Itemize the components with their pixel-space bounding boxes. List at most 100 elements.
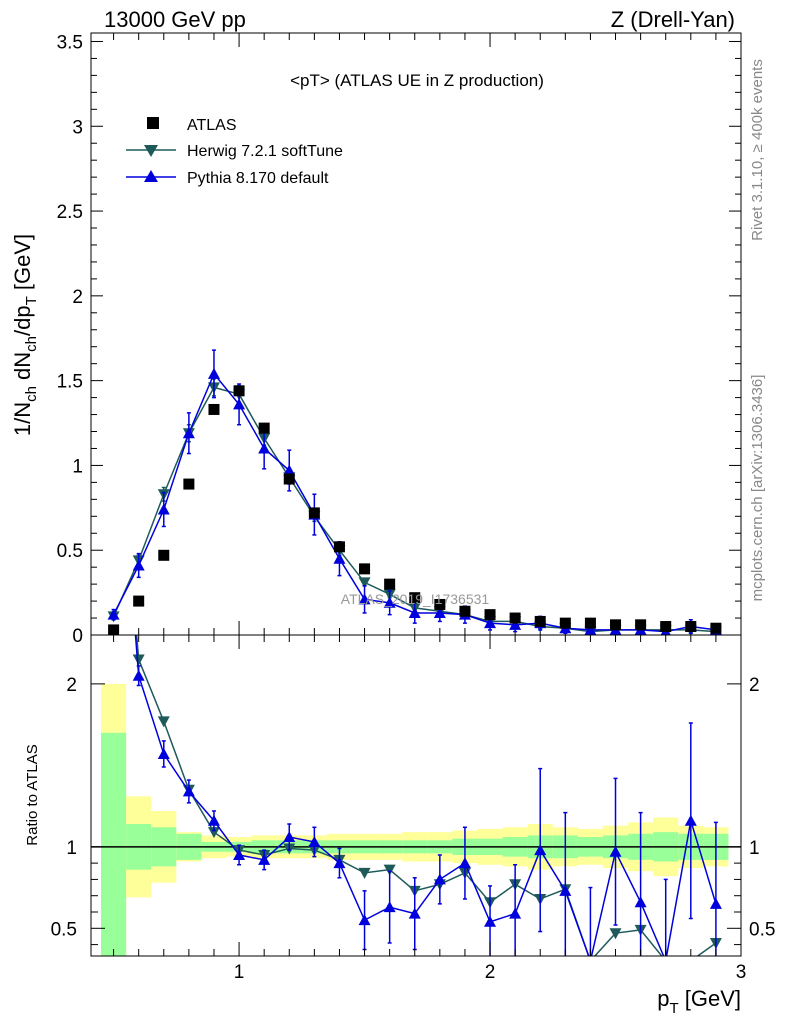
x-tick-label: 2	[485, 962, 496, 983]
atlas-data-point	[108, 624, 120, 635]
main-y-axis-label: 1/Nch dNch/dpT [GeV]	[10, 234, 40, 436]
ratio-y-tick-label-right: 1	[749, 838, 760, 859]
ratio-panel: 0.5 0.5 1 1 2 2 1 2 3	[51, 634, 775, 983]
ratio-herwig-point	[207, 827, 220, 839]
pythia-point	[433, 606, 446, 618]
ratio-herwig-point	[609, 928, 622, 940]
ratio-y-tick-label: 1	[66, 838, 77, 859]
ratio-pythia-point	[233, 848, 246, 860]
atlas-data-point	[308, 507, 320, 519]
ratio-pythia-point	[509, 907, 522, 919]
x-tick-label: 1	[234, 962, 245, 983]
ratio-pythia-point	[283, 831, 296, 843]
ratio-pythia-point	[258, 853, 271, 865]
main-y-tick-label: 0.5	[57, 541, 83, 562]
main-title: <pT> (ATLAS UE in Z production)	[290, 71, 544, 90]
atlas-data-point	[158, 549, 170, 561]
pythia-point	[509, 618, 522, 630]
pythia-point	[132, 559, 145, 571]
analysis-watermark: ATLAS_2019_I1736531	[341, 591, 490, 607]
main-y-tick-label: 3.5	[57, 32, 83, 53]
mcplots-reference-text: mcplots.cern.ch [arXiv:1306.3436]	[749, 375, 766, 602]
legend-atlas-marker	[147, 117, 159, 129]
pythia-point	[358, 593, 371, 605]
ratio-herwig-point	[358, 867, 371, 879]
ratio-pythia-point	[709, 897, 722, 909]
legend: ATLAS Herwig 7.2.1 softTune Pythia 8.170…	[126, 117, 343, 187]
atlas-data-point	[359, 563, 371, 575]
pythia-point	[484, 617, 497, 629]
atlas-data-point	[258, 422, 270, 434]
legend-pythia-marker	[144, 170, 158, 182]
main-y-tick-label: 1.5	[57, 372, 83, 393]
x-tick-label: 3	[736, 962, 747, 983]
atlas-data-point	[233, 385, 245, 397]
ratio-pythia-point	[408, 907, 421, 919]
rivet-version-text: Rivet 3.1.10, ≥ 400k events	[749, 59, 766, 241]
atlas-data-point	[133, 595, 145, 607]
legend-pythia-label: Pythia 8.170 default	[187, 170, 329, 187]
main-y-tick-label: 2	[72, 287, 83, 308]
legend-herwig-label: Herwig 7.2.1 softTune	[187, 143, 343, 160]
ratio-pythia-point	[534, 844, 547, 856]
ratio-pythia-point	[684, 814, 697, 826]
pythia-point	[333, 552, 346, 564]
ratio-herwig-point	[132, 654, 145, 666]
header-left: 13000 GeV pp	[104, 7, 246, 32]
ratio-pythia-point	[333, 857, 346, 869]
ratio-pythia-point	[559, 884, 572, 896]
atlas-data-point	[660, 621, 672, 633]
atlas-data-point	[710, 622, 722, 634]
atlas-data-point	[208, 403, 220, 415]
main-y-tick-label: 0	[72, 626, 83, 647]
atlas-data-point	[685, 621, 697, 633]
main-panel: 0 0.5 1 1.5 2 2.5 3 3.5	[57, 32, 742, 647]
uncertainty-band-stat	[101, 732, 127, 956]
atlas-data-point	[484, 609, 496, 621]
pythia-point	[383, 596, 396, 608]
pythia-point	[408, 606, 421, 618]
ratio-pythia-point	[157, 747, 170, 759]
main-y-tick-label: 2.5	[57, 202, 83, 223]
atlas-data-point	[635, 619, 647, 631]
ratio-pythia-point	[132, 669, 145, 681]
ratio-pythia-point	[634, 896, 647, 908]
main-y-tick-label: 1	[72, 456, 83, 477]
atlas-data-point	[584, 617, 596, 629]
atlas-data-point	[459, 605, 471, 617]
atlas-data-point	[333, 541, 345, 553]
ratio-y-tick-label-right: 2	[749, 675, 760, 696]
pythia-point	[233, 398, 246, 410]
main-series-group	[107, 349, 722, 635]
ratio-y-axis-label: Ratio to ATLAS	[24, 744, 41, 845]
atlas-data-point	[384, 578, 396, 590]
pythia-point	[157, 503, 170, 515]
ratio-pythia-point	[358, 914, 371, 926]
pythia-point	[107, 608, 120, 620]
ratio-y-tick-label: 0.5	[51, 919, 77, 940]
atlas-data-point	[534, 615, 546, 627]
herwig-point	[358, 577, 371, 589]
ratio-y-tick-label: 2	[66, 675, 77, 696]
ratio-pythia-point	[308, 835, 321, 847]
ratio-pythia-point	[182, 785, 195, 797]
ratio-pythia-point	[207, 814, 220, 826]
ratio-pythia-point	[484, 915, 497, 927]
atlas-data-point	[283, 473, 295, 485]
ratio-pythia-point	[433, 873, 446, 885]
header-right: Z (Drell-Yan)	[610, 7, 735, 32]
pythia-point	[584, 623, 597, 635]
atlas-data-point	[509, 612, 521, 624]
atlas-data-point	[559, 617, 571, 629]
main-y-tick-label: 3	[72, 117, 83, 138]
pythia-point	[182, 427, 195, 439]
ratio-frame	[90, 634, 742, 957]
atlas-data-point	[434, 598, 446, 610]
ratio-pythia-point	[383, 901, 396, 913]
legend-atlas-label: ATLAS	[187, 117, 237, 134]
atlas-data-point	[183, 478, 195, 490]
pythia-point	[283, 464, 296, 476]
ratio-herwig-point	[157, 716, 170, 728]
ratio-clip-group	[91, 635, 741, 956]
x-axis-label: pT [GeV]	[657, 986, 741, 1017]
